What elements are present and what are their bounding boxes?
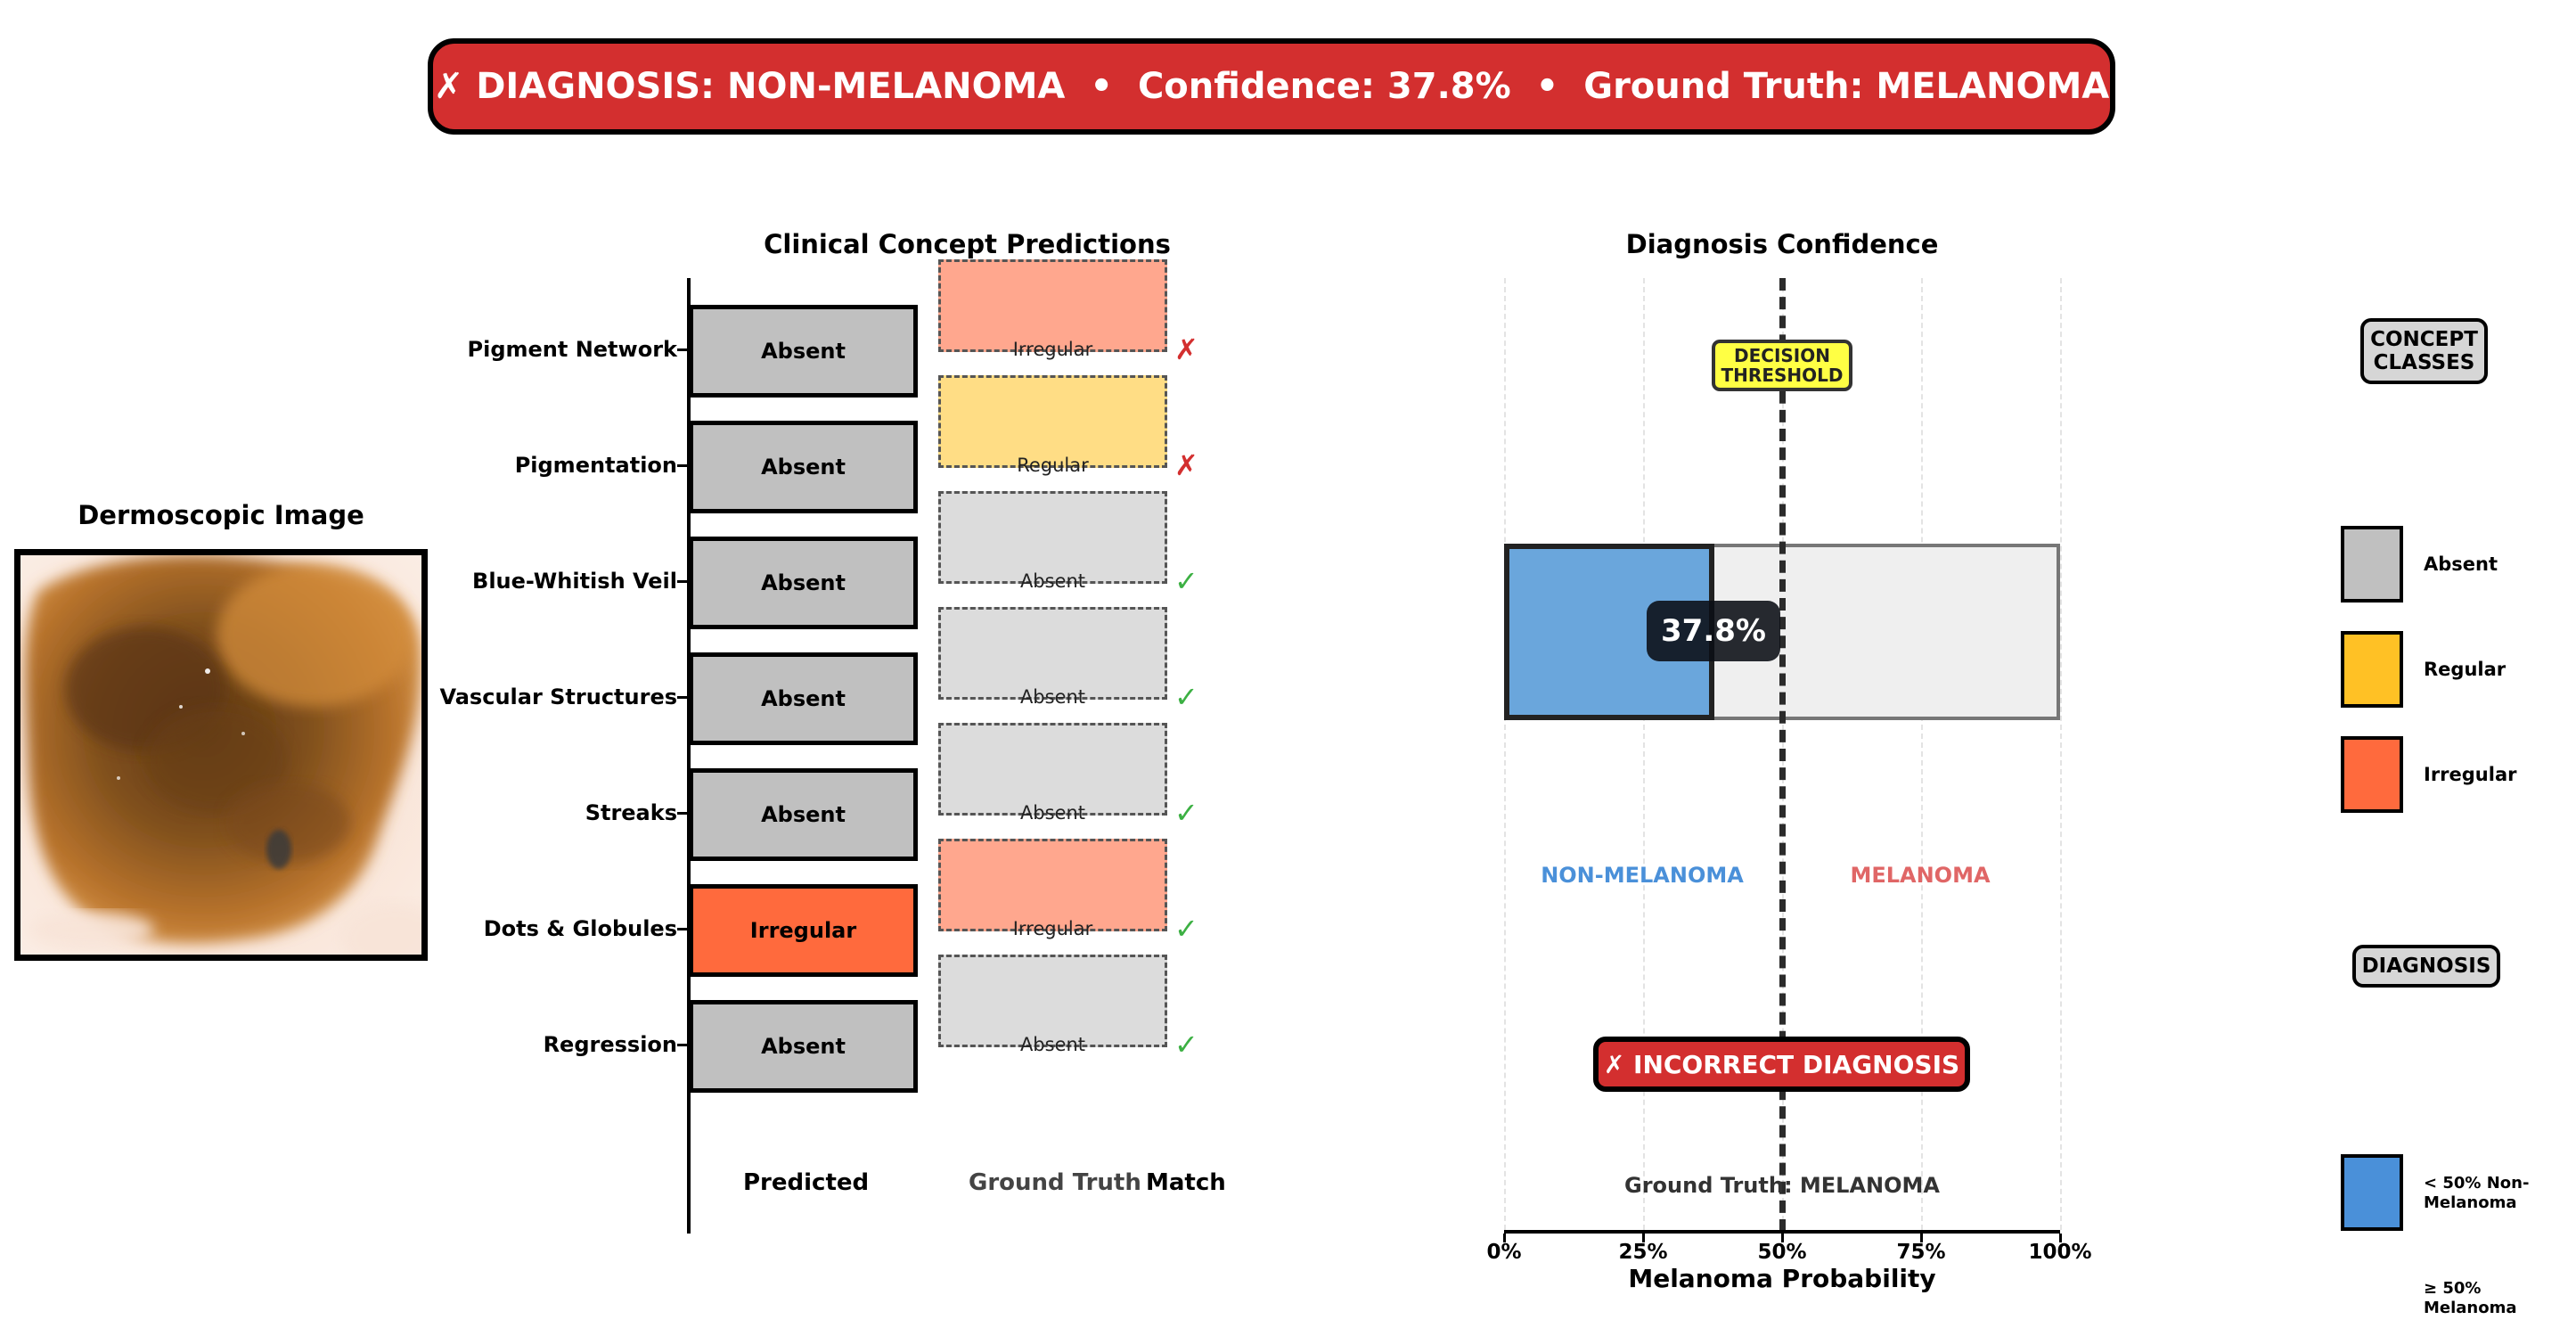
predicted-value: Absent (761, 802, 846, 827)
ground-truth-bar-pigment-network (938, 259, 1167, 352)
grid-line (2060, 278, 2062, 1230)
predicted-value: Absent (761, 455, 846, 480)
x-tick (1503, 1234, 1506, 1242)
match-check-icon: ✓ (1174, 1028, 1198, 1062)
image-panel-title: Dermoscopic Image (78, 500, 364, 530)
x-tick (2059, 1234, 2062, 1242)
incorrect-diagnosis-badge: ✗ INCORRECT DIAGNOSIS (1593, 1037, 1970, 1092)
banner-separator: • (1535, 66, 1559, 107)
legend-swatch-non-melanoma (2341, 1154, 2403, 1231)
banner-confidence: Confidence: 37.8% (1137, 66, 1511, 107)
match-check-icon: ✓ (1174, 912, 1198, 946)
concept-label-streaks: Streaks (585, 800, 677, 825)
predicted-value: Irregular (749, 918, 857, 943)
ground-truth-value: Absent (1019, 686, 1086, 708)
concept-label-vascular-structures: Vascular Structures (439, 684, 677, 709)
x-tick-label: 25% (1618, 1241, 1668, 1264)
x-tick-label: 75% (1896, 1241, 1946, 1264)
diagnosis-banner: ✗ DIAGNOSIS: NON-MELANOMA • Confidence: … (428, 38, 2115, 135)
match-check-icon: ✓ (1174, 796, 1198, 830)
predicted-value: Absent (761, 686, 846, 711)
x-tick (1781, 1234, 1784, 1242)
predicted-value: Absent (761, 570, 846, 595)
concept-tick (677, 580, 687, 583)
ground-truth-value: Absent (1019, 570, 1086, 592)
predicted-bar-regression: Absent (689, 1000, 918, 1093)
x-tick (1920, 1234, 1923, 1242)
legend-label-irregular: Irregular (2424, 764, 2517, 785)
legend-diagnosis-heading: DIAGNOSIS (2352, 945, 2500, 988)
grid-line (1643, 278, 1645, 1230)
concept-tick (677, 696, 687, 699)
predicted-bar-blue-whitish-veil: Absent (689, 537, 918, 629)
legend-concept-classes-heading: CONCEPT CLASSES (2360, 318, 2488, 384)
legend-label-absent: Absent (2424, 553, 2498, 575)
ground-truth-bar-pigmentation (938, 375, 1167, 468)
column-label-ground-truth: Ground Truth (969, 1169, 1141, 1196)
concept-label-pigmentation: Pigmentation (514, 453, 677, 478)
concept-tick (677, 348, 687, 351)
concept-tick (677, 1044, 687, 1046)
concept-label-regression: Regression (543, 1032, 677, 1057)
x-tick-label: 0% (1486, 1241, 1522, 1264)
ground-truth-bar-blue-whitish-veil (938, 491, 1167, 584)
mismatch-cross-icon: ✗ (1174, 332, 1198, 366)
concept-chart-title: Clinical Concept Predictions (764, 229, 1171, 259)
confidence-x-axis (1504, 1230, 2060, 1234)
column-label-match: Match (1146, 1169, 1226, 1196)
concept-label-dots-globules: Dots & Globules (483, 916, 677, 941)
ground-truth-bar-regression (938, 955, 1167, 1047)
legend-label-melanoma: ≥ 50% Melanoma (2424, 1279, 2517, 1317)
grid-line (1921, 278, 1923, 1230)
predicted-value: Absent (761, 339, 846, 364)
confidence-chart-title: Diagnosis Confidence (1625, 229, 1939, 259)
ground-truth-bar-dots-globules (938, 839, 1167, 931)
concept-tick (677, 464, 687, 467)
legend-swatch-regular (2341, 631, 2403, 708)
banner-mark: ✗ (433, 66, 464, 107)
grid-line (1504, 278, 1506, 1230)
match-check-icon: ✓ (1174, 680, 1198, 714)
banner-ground-truth: Ground Truth: MELANOMA (1583, 66, 2110, 107)
predicted-value: Absent (761, 1034, 846, 1059)
decision-threshold-label: DECISION THRESHOLD (1712, 340, 1852, 391)
ground-truth-value: Irregular (1012, 918, 1093, 939)
match-check-icon: ✓ (1174, 564, 1198, 598)
region-label-non-melanoma: NON-MELANOMA (1541, 863, 1744, 888)
legend-label-regular: Regular (2424, 659, 2506, 680)
confidence-value-label: 37.8% (1647, 601, 1780, 661)
concept-label-pigment-network: Pigment Network (467, 337, 678, 362)
mismatch-cross-icon: ✗ (1174, 448, 1198, 482)
ground-truth-value: Regular (1017, 455, 1089, 476)
x-tick-label: 50% (1757, 1241, 1807, 1264)
predicted-bar-pigmentation: Absent (689, 421, 918, 513)
ground-truth-value: Absent (1019, 1034, 1086, 1055)
ground-truth-value: Irregular (1012, 339, 1093, 360)
legend-swatch-absent (2341, 526, 2403, 603)
concept-tick (677, 812, 687, 815)
legend-label-non-melanoma: < 50% Non-Melanoma (2424, 1174, 2530, 1212)
x-tick-label: 100% (2028, 1241, 2092, 1264)
ground-truth-note: Ground Truth: MELANOMA (1624, 1173, 1940, 1198)
banner-separator: • (1090, 66, 1113, 107)
decision-threshold-line (1779, 278, 1786, 1232)
column-label-predicted: Predicted (743, 1169, 870, 1196)
ground-truth-bar-vascular-structures (938, 607, 1167, 700)
ground-truth-value: Absent (1019, 802, 1086, 824)
legend-swatch-irregular (2341, 736, 2403, 813)
x-axis-title: Melanoma Probability (1628, 1264, 1936, 1293)
x-tick (1642, 1234, 1645, 1242)
predicted-bar-streaks: Absent (689, 768, 918, 861)
concept-tick (677, 928, 687, 930)
concept-y-axis (687, 278, 691, 1234)
region-label-melanoma: MELANOMA (1850, 863, 1991, 888)
predicted-bar-vascular-structures: Absent (689, 652, 918, 745)
dermoscopic-image (14, 549, 428, 961)
predicted-bar-pigment-network: Absent (689, 305, 918, 398)
banner-diagnosis: DIAGNOSIS: NON-MELANOMA (476, 66, 1066, 107)
ground-truth-bar-streaks (938, 723, 1167, 816)
predicted-bar-dots-globules: Irregular (689, 884, 918, 977)
concept-label-blue-whitish-veil: Blue-Whitish Veil (472, 569, 677, 594)
